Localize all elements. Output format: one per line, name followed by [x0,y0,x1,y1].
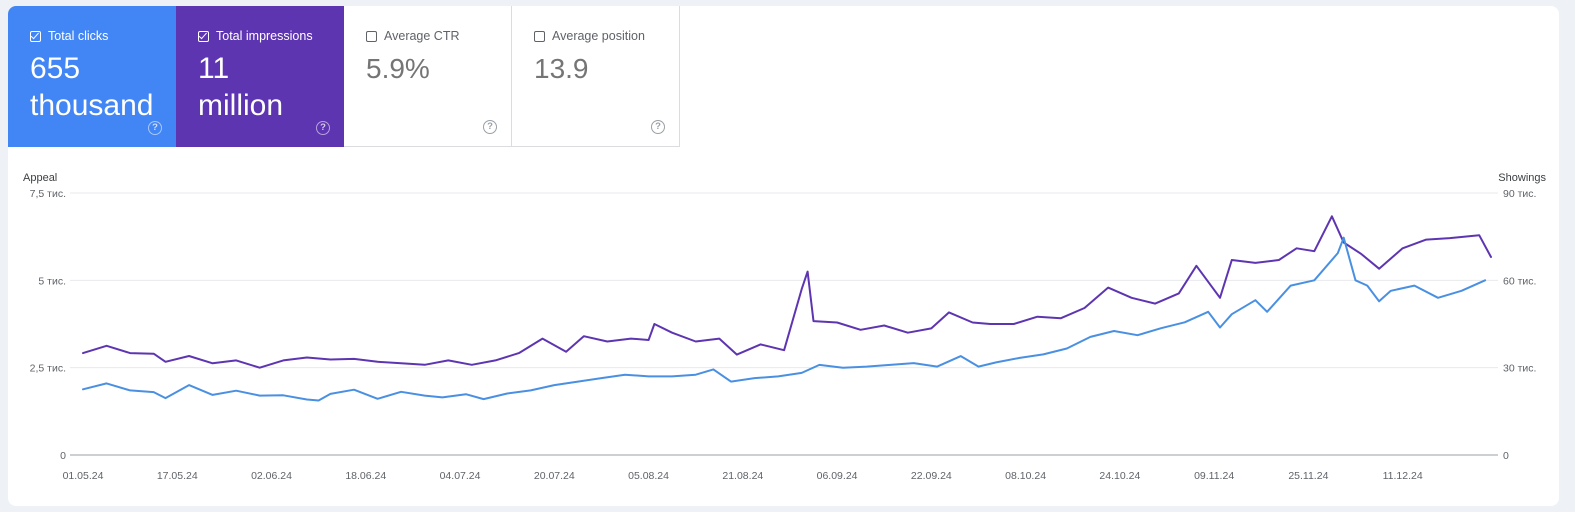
metric-total-impressions[interactable]: Total impressions 11 million ? [176,6,344,147]
x-axis-tick-label: 21.08.24 [722,470,763,482]
x-axis-tick-label: 04.07.24 [440,470,481,482]
total-clicks-value-number: 655 [30,52,81,85]
x-axis-tick-label: 25.11.24 [1288,470,1328,482]
x-axis-tick-label: 05.08.24 [628,470,669,482]
x-axis-tick-label: 01.05.24 [63,470,104,482]
left-axis-title: Appeal [23,172,57,184]
checkbox-unchecked-icon[interactable] [366,30,377,42]
series-line-total-impressions [82,215,1492,369]
total-impressions-value-unit: million [198,89,284,122]
total-impressions-value-number: 11 [198,52,230,85]
x-axis-tick-label: 20.07.24 [534,470,575,482]
average-position-value: 13.9 [534,53,589,84]
right-axis-tick-label: 0 [1503,450,1509,462]
help-icon[interactable]: ? [651,120,665,134]
x-axis-tick-label: 02.06.24 [251,470,292,482]
average-position-checkbox-row[interactable]: Average position [534,29,645,43]
total-impressions-label: Total impressions [216,29,313,43]
total-clicks-value: 655 thousand [30,50,153,124]
right-axis-tick-label: 30 тис. [1503,363,1536,375]
x-axis-tick-label: 06.09.24 [817,470,858,482]
average-ctr-checkbox-row[interactable]: Average CTR [366,29,460,43]
left-axis-tick-label: 2,5 тис. [30,363,66,375]
help-icon[interactable]: ? [483,120,497,134]
total-impressions-value: 11 million [198,50,283,124]
total-clicks-value-unit: thousand [30,89,154,122]
x-axis-tick-label: 11.12.24 [1383,470,1423,482]
total-impressions-checkbox-row[interactable]: Total impressions [198,29,313,43]
total-clicks-checkbox-row[interactable]: Total clicks [30,29,108,43]
performance-card: Total clicks 655 thousand ? Total impres… [8,6,1559,506]
total-clicks-label: Total clicks [48,29,109,43]
x-axis-tick-label: 09.11.24 [1194,470,1234,482]
metric-total-clicks[interactable]: Total clicks 655 thousand ? [8,6,176,147]
right-axis-tick-label: 60 тис. [1503,275,1536,287]
series-line-total-clicks [82,236,1487,402]
x-axis-tick-label: 24.10.24 [1099,470,1140,482]
metric-average-ctr[interactable]: Average CTR 5.9% ? [344,6,512,147]
help-icon[interactable]: ? [316,121,330,135]
left-axis-tick-label: 5 тис. [38,275,66,287]
x-axis-tick-label: 08.10.24 [1005,470,1046,482]
average-ctr-value: 5.9% [366,53,430,84]
right-axis-tick-label: 90 тис. [1503,188,1536,200]
x-axis-tick-label: 17.05.24 [157,470,198,482]
average-position-label: Average position [552,29,645,43]
x-axis-tick-label: 22.09.24 [911,470,952,482]
x-axis-tick-label: 18.06.24 [345,470,386,482]
left-axis-tick-label: 0 [60,450,66,462]
checkbox-unchecked-icon[interactable] [534,30,545,42]
checkbox-checked-icon[interactable] [30,30,41,42]
checkbox-checked-icon[interactable] [198,30,209,42]
performance-chart: 0 0 2,5 тис. 30 тис. 5 тис. 60 тис. 7,5 тис. 90… [23,172,1546,482]
metric-average-position[interactable]: Average position 13.9 ? [512,6,680,147]
right-axis-title: Showings [1498,172,1546,184]
average-ctr-label: Average CTR [384,29,460,43]
help-icon[interactable]: ? [148,121,162,135]
left-axis-tick-label: 7,5 тис. [30,188,66,200]
